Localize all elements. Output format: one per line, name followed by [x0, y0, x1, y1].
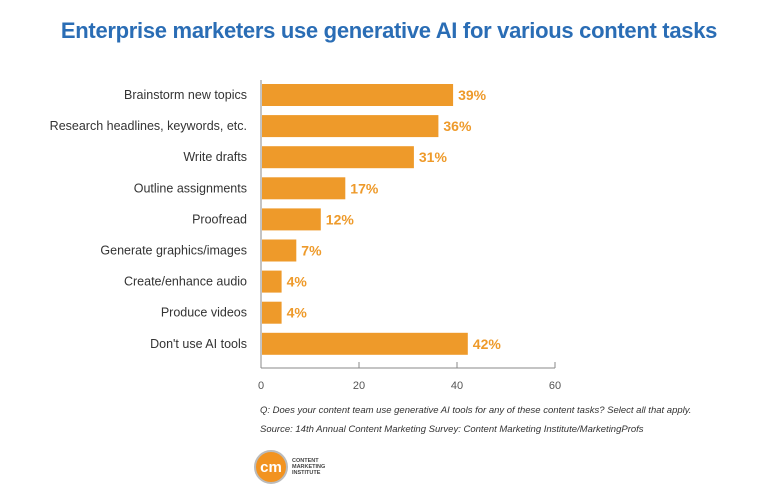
- cm-logo-mark: cm: [254, 450, 288, 484]
- survey-question: Q: Does your content team use generative…: [260, 405, 692, 416]
- source-note: Source: 14th Annual Content Marketing Su…: [260, 424, 644, 435]
- value-label: 36%: [443, 118, 472, 134]
- cmi-logo: cm CONTENT MARKETING INSTITUTE: [254, 450, 332, 484]
- chart-title: Enterprise marketers use generative AI f…: [60, 18, 718, 43]
- value-label: 17%: [350, 180, 379, 196]
- bar: [262, 115, 439, 138]
- bar: [262, 208, 321, 231]
- x-tick-label: 0: [258, 380, 264, 392]
- bar: [262, 270, 282, 293]
- category-label: Write drafts: [183, 150, 247, 164]
- value-label: 4%: [287, 274, 308, 290]
- value-label: 7%: [301, 243, 322, 259]
- value-label: 42%: [473, 336, 502, 352]
- category-label: Don't use AI tools: [150, 337, 247, 351]
- bar-chart: Brainstorm new topics 39% Research headlin…: [50, 80, 561, 392]
- bar: [262, 146, 414, 169]
- value-label: 4%: [287, 305, 308, 321]
- bar: [262, 84, 454, 106]
- bar: [262, 177, 346, 200]
- bar: [262, 301, 282, 324]
- category-label: Create/enhance audio: [124, 275, 247, 289]
- x-tick-label: 40: [451, 380, 463, 392]
- bar: [262, 239, 297, 262]
- category-label: Brainstorm new topics: [124, 88, 247, 102]
- x-tick-label: 20: [353, 380, 365, 392]
- category-label: Produce videos: [161, 306, 247, 320]
- category-label: Proofread: [192, 212, 247, 226]
- category-label: Research headlines, keywords, etc.: [50, 119, 247, 133]
- bar: [262, 332, 468, 355]
- value-label: 12%: [326, 211, 355, 227]
- category-label: Outline assignments: [134, 181, 247, 195]
- value-label: 31%: [419, 149, 448, 165]
- x-tick-label: 60: [549, 380, 561, 392]
- category-label: Generate graphics/images: [100, 244, 247, 258]
- logo-text: CONTENT MARKETING INSTITUTE: [292, 458, 326, 476]
- value-label: 39%: [458, 87, 487, 103]
